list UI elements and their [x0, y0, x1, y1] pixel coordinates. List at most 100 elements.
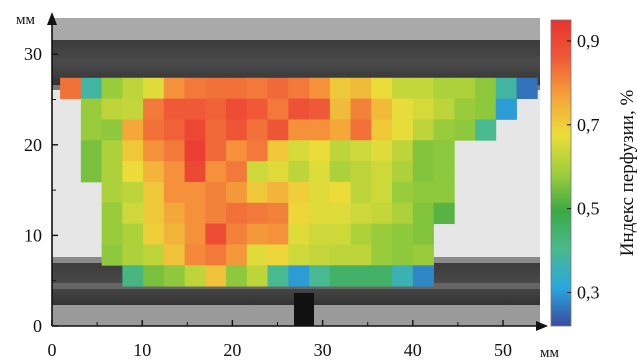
heatmap-cell [122, 77, 144, 99]
heatmap-cell [226, 181, 248, 204]
heatmap-cell [205, 98, 227, 120]
heatmap-cell [392, 98, 414, 120]
colorbar-title: Индекс перфузии, % [617, 90, 637, 257]
heatmap-cell [122, 265, 144, 287]
heatmap-cell [122, 223, 144, 245]
heatmap-cell [184, 223, 206, 245]
heatmap-cell [329, 265, 351, 287]
heatmap-cell [163, 161, 185, 183]
heatmap-cell [350, 202, 372, 225]
heatmap-cell [309, 202, 331, 225]
heatmap-cell [433, 77, 455, 99]
heatmap-cells [60, 77, 538, 287]
heatmap-cell [412, 223, 434, 245]
heatmap-cell [143, 140, 165, 162]
heatmap-cell [288, 77, 310, 99]
heatmap-cell [412, 202, 434, 225]
heatmap-cell [143, 161, 165, 183]
heatmap-cell [205, 161, 227, 183]
y-tick-label: 0 [33, 316, 42, 336]
heatmap-cell [101, 140, 123, 162]
y-unit-label: мм [16, 12, 35, 28]
heatmap-cell [80, 98, 103, 120]
heatmap-cell [329, 244, 351, 266]
heatmap-cell [371, 223, 393, 245]
axes: 0 10 20 30 40 50 0 10 20 30 мм мм [16, 12, 559, 361]
heatmap-cell [309, 140, 331, 162]
heatmap-cell [454, 77, 476, 99]
heatmap-cell [392, 202, 414, 225]
heatmap-cell [392, 119, 414, 141]
heatmap-cell [412, 161, 434, 183]
heatmap-cell [433, 161, 455, 183]
heatmap-cell [309, 223, 331, 245]
heatmap-cell [329, 161, 351, 183]
heatmap-cell [143, 265, 165, 287]
heatmap-cell [288, 244, 310, 266]
heatmap-cell [226, 140, 248, 162]
heatmap-cell [350, 244, 372, 266]
heatmap-cell [454, 98, 476, 120]
heatmap-cell [475, 119, 497, 141]
x-tick-label: 10 [133, 340, 151, 360]
heatmap-cell [371, 119, 393, 141]
heatmap-cell [329, 181, 351, 204]
heatmap-cell [246, 265, 268, 287]
heatmap-cell [246, 161, 268, 183]
heatmap-cell [101, 161, 123, 183]
fixture-post [294, 293, 314, 326]
heatmap-cell [371, 244, 393, 266]
heatmap-cell [101, 244, 123, 266]
heatmap-cell [350, 181, 372, 204]
y-tick-label: 30 [24, 44, 42, 64]
heatmap-cell [392, 181, 414, 204]
heatmap-cell [101, 223, 123, 245]
heatmap-cell [267, 265, 289, 287]
heatmap-cell [226, 119, 248, 141]
heatmap-cell [309, 161, 331, 183]
heatmap-cell [433, 140, 455, 162]
heatmap-cell [101, 119, 123, 141]
heatmap-cell [412, 119, 434, 141]
heatmap-cell [267, 223, 289, 245]
top-clamp-bar [52, 40, 540, 85]
heatmap-cell [226, 161, 248, 183]
heatmap-cell [412, 98, 434, 120]
heatmap-cell [80, 140, 103, 162]
heatmap-cell [309, 244, 331, 266]
heatmap-cell [371, 181, 393, 204]
heatmap-cell [433, 98, 455, 120]
heatmap-cell [267, 181, 289, 204]
heatmap-cell [184, 140, 206, 162]
heatmap-cell [288, 119, 310, 141]
heatmap-cell [433, 119, 455, 141]
heatmap-cell [226, 98, 248, 120]
colorbar-tick-label: 0,3 [577, 282, 600, 302]
y-axis-arrow [47, 12, 57, 25]
colorbar: 0,9 0,7 0,5 0,3 Индекс перфузии, % [550, 19, 637, 327]
heatmap-cell [163, 98, 185, 120]
heatmap-cell [80, 77, 103, 99]
heatmap-cell [329, 98, 351, 120]
heatmap-cell [184, 244, 206, 266]
heatmap-cell [226, 244, 248, 266]
heatmap-cell [184, 119, 206, 141]
heatmap-cell [163, 119, 185, 141]
heatmap-cell [163, 202, 185, 225]
heatmap-cell [122, 98, 144, 120]
heatmap-cell [163, 244, 185, 266]
heatmap-cell [143, 223, 165, 245]
heatmap-cell [122, 140, 144, 162]
heatmap-cell [205, 265, 227, 287]
heatmap-cell [122, 181, 144, 204]
heatmap-cell [412, 181, 434, 204]
heatmap-cell [80, 161, 103, 183]
heatmap-cell [329, 119, 351, 141]
heatmap-cell [246, 181, 268, 204]
heatmap-cell [246, 98, 268, 120]
heatmap-cell [246, 244, 268, 266]
colorbar-gradient [550, 19, 572, 327]
colorbar-ticks: 0,9 0,7 0,5 0,3 [567, 31, 600, 302]
heatmap-cell [350, 140, 372, 162]
heatmap-cell [329, 223, 351, 245]
